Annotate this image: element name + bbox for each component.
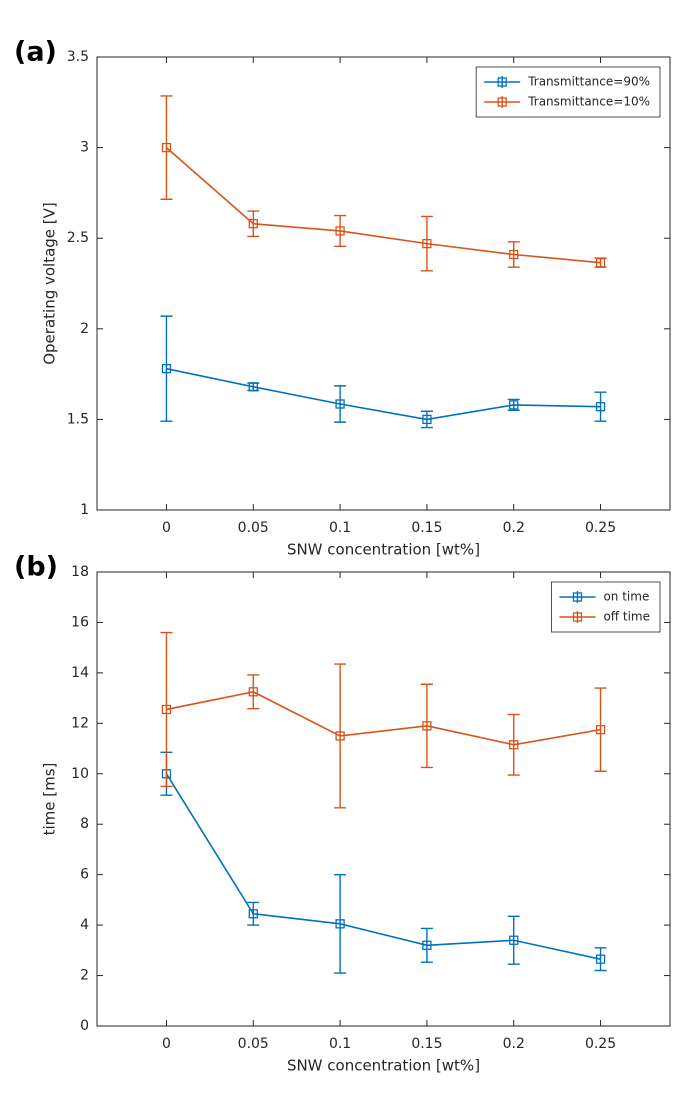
error-bar — [247, 901, 260, 926]
x-axis-title: SNW concentration [wt%] — [287, 1057, 480, 1075]
marker — [161, 142, 172, 153]
error-bar — [334, 873, 347, 974]
y-tick-label: 4 — [80, 917, 89, 933]
marker — [248, 909, 258, 919]
error-bar — [420, 410, 433, 429]
x-tick-label: 0 — [162, 1036, 171, 1052]
error-bar — [160, 631, 173, 788]
y-tick-label: 6 — [80, 867, 89, 883]
error-bar — [247, 674, 260, 710]
marker — [161, 704, 172, 715]
x-tick-label: 0.05 — [238, 1036, 269, 1052]
marker — [335, 919, 345, 929]
marker — [422, 721, 432, 731]
error-bar — [160, 95, 173, 200]
legend-label: Transmittance=90% — [527, 75, 650, 89]
y-tick-label: 0 — [80, 1018, 89, 1034]
legend — [551, 581, 661, 633]
panel-label: (a) — [14, 37, 57, 68]
marker — [248, 382, 258, 392]
error-bar — [160, 315, 173, 422]
error-bar — [507, 713, 520, 776]
legend-swatch-marker — [572, 612, 583, 622]
x-tick-label: 0.05 — [238, 520, 269, 536]
marker — [595, 954, 606, 964]
marker — [248, 219, 258, 229]
x-axis-title: SNW concentration [wt%] — [287, 541, 480, 559]
error-bar — [420, 683, 433, 769]
x-tick-label: 0.1 — [329, 1036, 351, 1052]
legend-label: Transmittance=10% — [527, 95, 650, 109]
y-tick-label: 8 — [80, 816, 89, 832]
error-bar — [594, 687, 607, 772]
error-bar — [334, 385, 347, 423]
x-tick-label: 0.15 — [411, 1036, 442, 1052]
marker — [509, 249, 519, 260]
marker — [509, 400, 519, 410]
y-tick-label: 2 — [80, 321, 89, 337]
x-tick-label: 0.2 — [503, 1036, 525, 1052]
marker — [335, 226, 345, 236]
marker — [422, 414, 432, 425]
x-tick-label: 0 — [162, 520, 171, 536]
series-line — [165, 146, 601, 264]
error-bar — [594, 947, 607, 972]
legend-label: on time — [603, 590, 649, 604]
marker — [248, 687, 258, 697]
y-tick-label: 12 — [71, 715, 89, 731]
series-line — [166, 367, 601, 421]
y-tick-label: 10 — [71, 766, 89, 782]
plot-area — [96, 571, 671, 1027]
legend-swatch-marker — [572, 592, 583, 602]
x-tick-label: 0.25 — [585, 1036, 616, 1052]
y-tick-label: 2 — [80, 968, 89, 984]
error-bar — [247, 210, 260, 238]
error-bar — [507, 241, 520, 268]
error-bar — [334, 663, 347, 809]
legend-swatch-marker — [497, 97, 507, 107]
x-tick-label: 0.15 — [411, 520, 442, 536]
series-line — [165, 773, 601, 960]
marker — [509, 935, 519, 945]
y-tick-label: 3.5 — [67, 49, 89, 65]
y-tick-label: 14 — [71, 665, 89, 681]
y-tick-label: 2.5 — [67, 230, 89, 246]
x-tick-label: 0.2 — [503, 520, 525, 536]
error-bar — [420, 927, 433, 963]
marker — [161, 364, 172, 374]
y-tick-label: 1.5 — [67, 411, 89, 427]
y-axis-title: time [ms] — [41, 763, 59, 836]
marker — [595, 724, 606, 735]
marker — [509, 740, 519, 750]
error-bar — [334, 214, 347, 248]
error-bar — [420, 215, 433, 272]
legend-swatch-marker — [497, 77, 507, 87]
marker — [422, 238, 432, 249]
plot-area — [96, 56, 671, 511]
marker — [595, 402, 606, 412]
legend-label: off time — [603, 610, 650, 624]
y-tick-label: 16 — [71, 614, 89, 630]
legend — [475, 66, 661, 118]
marker — [422, 940, 432, 950]
x-tick-label: 0.25 — [585, 520, 616, 536]
marker — [335, 399, 345, 409]
x-tick-label: 0.1 — [329, 520, 351, 536]
y-tick-label: 3 — [80, 140, 89, 156]
y-tick-label: 1 — [80, 502, 89, 518]
series-line — [166, 690, 601, 746]
error-bar — [594, 391, 607, 422]
y-axis-title: Operating voltage [V] — [41, 202, 59, 365]
y-tick-label: 18 — [71, 564, 89, 580]
marker — [595, 258, 606, 268]
panel-label: (b) — [14, 552, 58, 583]
marker — [335, 731, 345, 741]
error-bar — [507, 915, 520, 965]
